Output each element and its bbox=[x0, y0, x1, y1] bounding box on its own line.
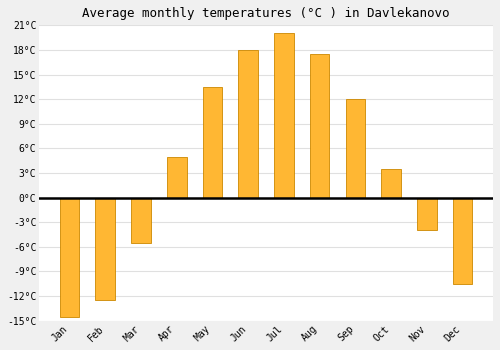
Bar bbox=[274, 34, 294, 198]
Title: Average monthly temperatures (°C ) in Davlekanovo: Average monthly temperatures (°C ) in Da… bbox=[82, 7, 450, 20]
Bar bbox=[131, 198, 151, 243]
Bar bbox=[96, 198, 115, 300]
Bar bbox=[238, 50, 258, 198]
Bar bbox=[310, 54, 330, 198]
Bar bbox=[346, 99, 365, 198]
Bar bbox=[167, 156, 186, 198]
Bar bbox=[60, 198, 80, 317]
Bar bbox=[453, 198, 472, 284]
Bar bbox=[417, 198, 436, 230]
Bar bbox=[382, 169, 401, 198]
Bar bbox=[202, 87, 222, 198]
